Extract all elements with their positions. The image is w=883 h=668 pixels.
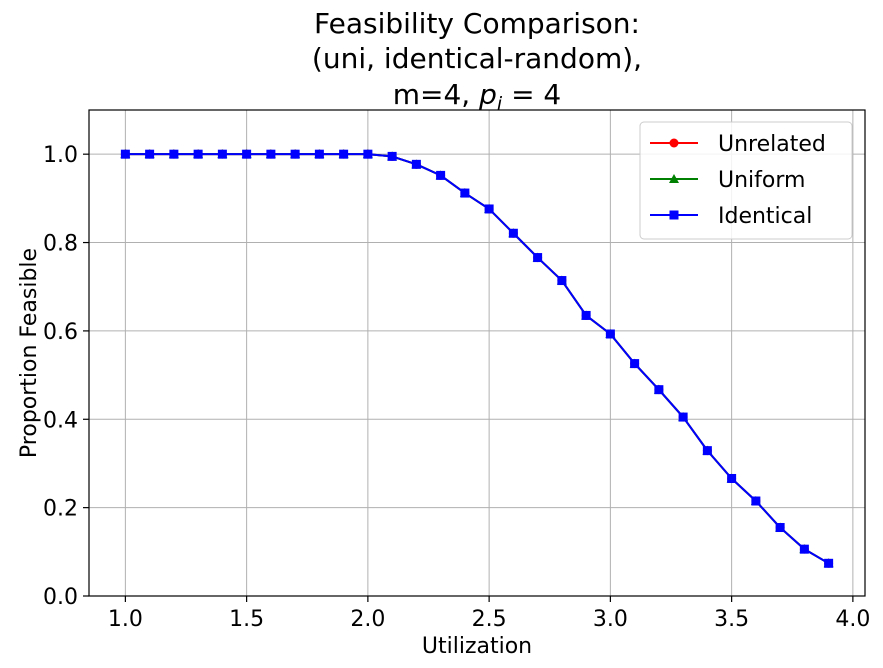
x-tick-label: 1.5 <box>229 607 264 632</box>
data-point-identical <box>290 149 300 159</box>
legend-marker-unrelated <box>669 138 679 148</box>
data-point-identical <box>217 149 227 159</box>
ticks: 1.0 1.5 2.0 2.5 3.0 3.5 4.0 0.0 0.2 0.4 0.6 0.8 1.0 <box>43 143 870 632</box>
data-point-identical <box>751 496 761 506</box>
plot-frame <box>88 109 866 597</box>
title-line-3: m=4, pi = 4 <box>393 78 562 115</box>
data-point-identical <box>387 151 397 161</box>
title-line-3-sub: i <box>497 93 503 115</box>
data-point-identical <box>120 149 130 159</box>
data-point-identical <box>605 329 615 339</box>
data-point-identical <box>533 253 543 263</box>
legend-box <box>639 121 853 240</box>
data-point-identical <box>799 544 809 554</box>
data-point-identical <box>654 385 664 395</box>
data-point-identical <box>508 228 518 238</box>
x-tick-label: 3.0 <box>593 607 628 632</box>
data-point-identical <box>460 188 470 198</box>
legend-label-identical: Identical <box>718 204 812 229</box>
title-line-1: Feasibility Comparison: <box>314 7 640 40</box>
y-tick-label: 1.0 <box>43 143 78 168</box>
data-point-identical <box>702 446 712 456</box>
x-tick-label: 2.5 <box>472 607 507 632</box>
title-line-3-suffix: = 4 <box>502 78 561 111</box>
data-point-identical <box>436 170 446 180</box>
data-point-identical <box>145 149 155 159</box>
x-axis-label: Utilization <box>422 634 532 659</box>
y-tick-label: 0.6 <box>43 320 78 345</box>
data-point-identical <box>314 149 324 159</box>
data-point-identical <box>727 473 737 483</box>
title-line-3-var: p <box>478 78 497 111</box>
series-identical <box>120 149 834 568</box>
x-tick-label: 2.0 <box>350 607 385 632</box>
legend-entry-identical: Identical <box>650 204 812 229</box>
title-line-2: (uni, identical-random), <box>312 42 642 75</box>
y-axis-label: Proportion Feasible <box>17 248 42 458</box>
y-tick-label: 0.8 <box>43 232 78 257</box>
legend-marker-identical <box>669 210 679 220</box>
data-point-identical <box>363 149 373 159</box>
legend-label-unrelated: Unrelated <box>718 132 826 157</box>
x-tick-label: 1.0 <box>108 607 143 632</box>
x-tick-label: 4.0 <box>835 607 870 632</box>
legend-entry-unrelated: Unrelated <box>650 132 826 157</box>
legend-entry-uniform: Uniform <box>650 168 805 193</box>
data-point-identical <box>484 204 494 214</box>
data-point-identical <box>678 412 688 422</box>
data-point-identical <box>630 359 640 369</box>
data-point-identical <box>581 310 591 320</box>
series-layer <box>120 149 834 568</box>
data-point-identical <box>339 149 349 159</box>
y-tick-label: 0.0 <box>43 585 78 610</box>
data-point-identical <box>775 523 785 533</box>
legend-marker-uniform <box>669 174 679 183</box>
legend: Unrelated Uniform Identical <box>639 121 853 240</box>
data-point-identical <box>169 149 179 159</box>
data-point-identical <box>266 149 276 159</box>
y-tick-label: 0.4 <box>43 408 78 433</box>
data-point-identical <box>824 558 834 568</box>
chart-title: Feasibility Comparison: (uni, identical-… <box>312 7 642 115</box>
title-line-3-prefix: m=4, <box>393 78 479 111</box>
data-point-identical <box>242 149 252 159</box>
data-point-identical <box>193 149 203 159</box>
x-tick-label: 3.5 <box>714 607 749 632</box>
y-tick-label: 0.2 <box>43 497 78 522</box>
data-point-identical <box>557 276 567 286</box>
legend-label-uniform: Uniform <box>718 168 805 193</box>
data-point-identical <box>411 159 421 169</box>
